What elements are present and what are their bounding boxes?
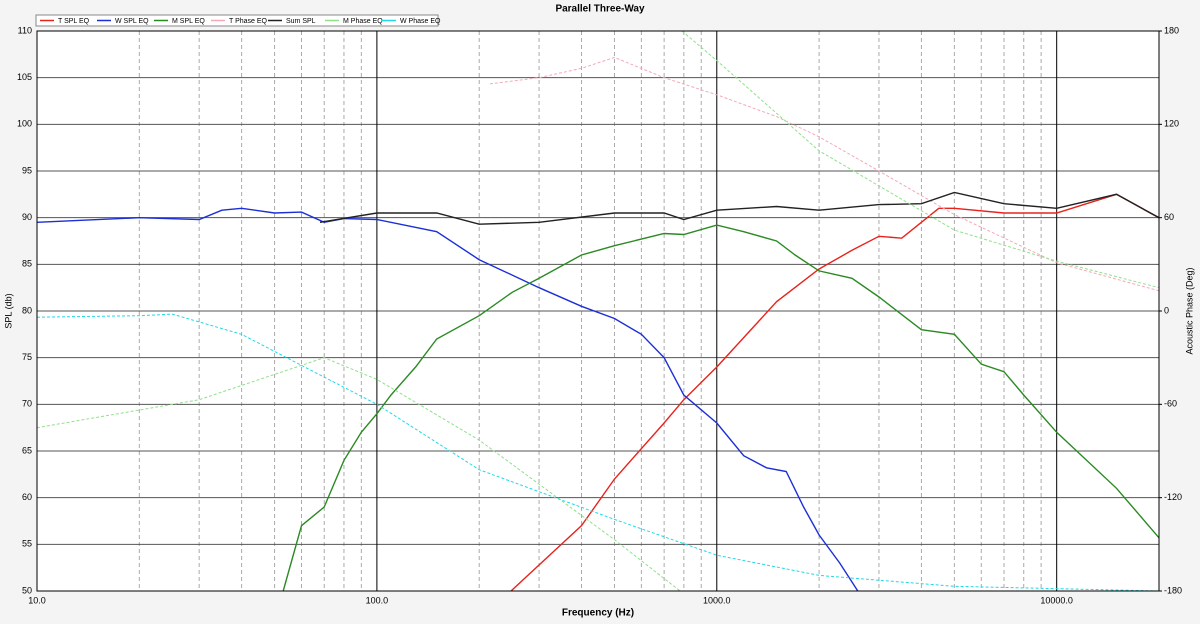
y2-tick-label: 0 [1164, 305, 1169, 315]
legend-box [35, 14, 439, 27]
legend-label: W SPL EQ [115, 18, 149, 25]
legend-label: T SPL EQ [58, 18, 90, 25]
y-tick-label: 80 [22, 305, 32, 315]
series-line [510, 193, 1159, 591]
y2-tick-label: -60 [1164, 399, 1177, 409]
series-line [319, 191, 1159, 225]
series-line [37, 207, 859, 591]
series-line [489, 56, 1159, 292]
x-tick-label: 10.0 [28, 595, 46, 605]
legend-label: T Phase EQ [229, 18, 268, 25]
y-tick-label: 70 [22, 399, 32, 409]
plot-lines [37, 31, 1159, 591]
y-tick-label: 65 [22, 445, 32, 455]
y2-tick-label: -180 [1164, 585, 1182, 595]
y2-axis-label: Acoustic Phase (Deg) [1184, 267, 1194, 354]
y-tick-label: 75 [22, 352, 32, 362]
y-tick-label: 105 [17, 72, 32, 82]
y-tick-label: 90 [22, 212, 32, 222]
y2-tick-label: 180 [1164, 25, 1179, 35]
y-tick-label: 110 [18, 25, 32, 35]
series-line [37, 313, 1159, 591]
y-tick-label: 50 [22, 585, 32, 595]
x-tick-label: 1000.0 [703, 595, 731, 605]
y-tick-label: 100 [17, 119, 32, 129]
x-tick-label: 10000.0 [1040, 595, 1073, 605]
x-tick-label: 100.0 [366, 595, 389, 605]
plot-border [36, 30, 1160, 592]
legend-label: W Phase EQ [400, 18, 441, 25]
y-tick-label: 85 [22, 259, 32, 269]
y-tick-label: 95 [22, 165, 32, 175]
legend-label: M SPL EQ [172, 18, 205, 25]
y-axis-label: SPL (db) [3, 293, 13, 328]
series-line [37, 31, 1159, 591]
series-line [282, 224, 1159, 591]
legend-label: M Phase EQ [343, 18, 383, 25]
chart-title: Parallel Three-Way [555, 4, 645, 15]
y-tick-label: 60 [22, 492, 32, 502]
legend-label: Sum SPL [286, 18, 316, 25]
y2-tick-label: 120 [1164, 119, 1179, 129]
y-tick-label: 55 [22, 539, 32, 549]
y2-tick-label: 60 [1164, 212, 1174, 222]
y2-tick-label: -120 [1164, 492, 1182, 502]
x-axis-label: Frequency (Hz) [562, 608, 634, 619]
